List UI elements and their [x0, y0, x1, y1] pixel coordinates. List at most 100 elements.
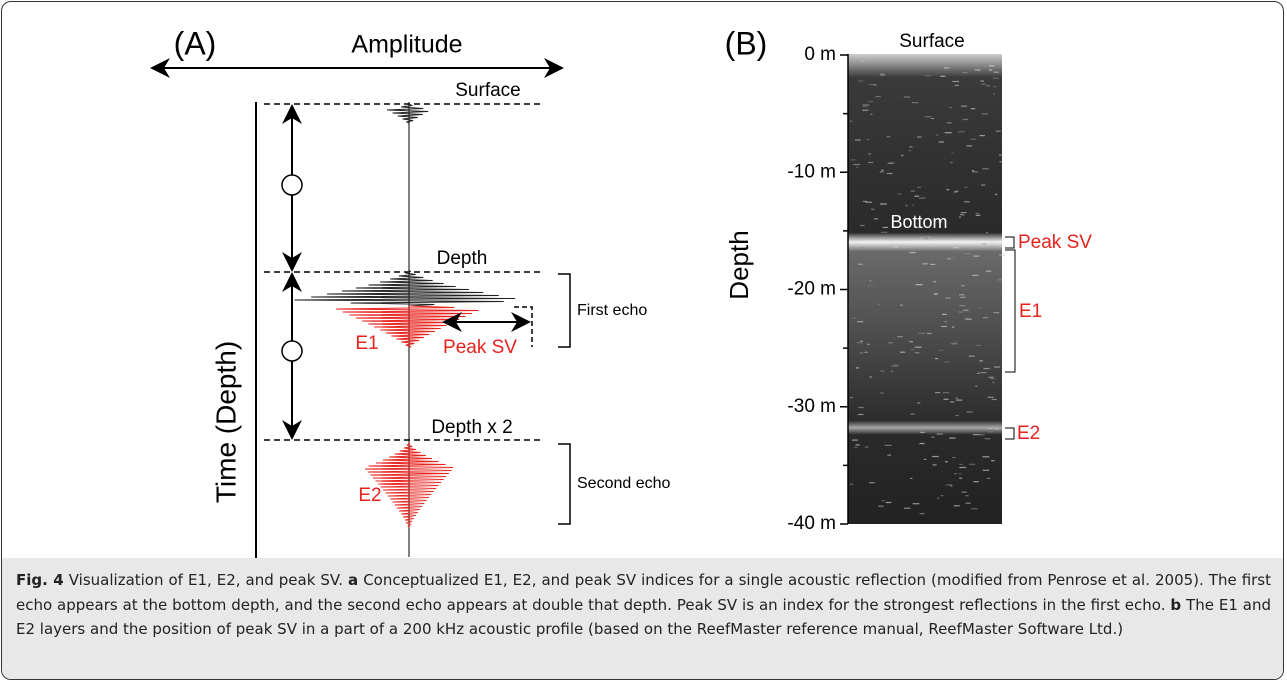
depth-tick-label: -20 m — [787, 279, 836, 300]
speckle — [955, 85, 959, 86]
equal-mark — [282, 341, 302, 361]
speckle — [863, 110, 868, 111]
speckle — [983, 317, 987, 318]
speckle — [931, 437, 934, 438]
speckle — [983, 456, 990, 457]
speckle — [956, 400, 962, 401]
speckle — [898, 193, 902, 194]
depth-tick-label: 0 m — [804, 44, 836, 65]
speckle — [959, 473, 962, 474]
speckle — [910, 252, 916, 253]
speckle — [860, 352, 863, 353]
speckle — [939, 350, 943, 351]
speckle — [999, 155, 1003, 156]
speckle — [980, 80, 984, 81]
speckle — [964, 201, 970, 202]
speckle — [917, 187, 921, 188]
speckle — [858, 407, 864, 408]
speckle — [972, 275, 978, 276]
speckle — [901, 155, 904, 156]
speckle — [954, 247, 959, 248]
speckle — [964, 187, 967, 188]
speckle — [861, 61, 864, 62]
speckle — [926, 116, 931, 117]
speckle — [943, 392, 949, 393]
speckle — [969, 356, 975, 357]
speckle — [976, 213, 980, 214]
speckle — [966, 503, 971, 504]
speckle — [897, 336, 902, 337]
speckle — [874, 218, 878, 219]
speckle — [856, 444, 860, 445]
speckle — [946, 189, 949, 190]
speckle — [998, 279, 1003, 280]
speckle — [904, 508, 911, 509]
speckle — [870, 114, 872, 115]
bracket — [1005, 237, 1014, 248]
speckle — [924, 116, 926, 117]
e1-label: E1 — [355, 333, 378, 354]
speckle — [966, 319, 972, 320]
speckle — [959, 478, 962, 479]
speckle — [973, 481, 978, 482]
speckle — [933, 281, 935, 282]
speckle — [852, 440, 858, 441]
speckle — [954, 342, 958, 343]
speckle — [989, 377, 994, 378]
level-lines — [264, 104, 542, 440]
speckle — [933, 464, 937, 465]
speckle — [915, 352, 920, 353]
speckle — [894, 364, 899, 365]
figure: (A) Amplitude Time (Depth) Surface Depth… — [1, 1, 1284, 680]
speckle — [972, 170, 974, 171]
speckle — [952, 326, 954, 327]
speckle — [863, 201, 867, 202]
speckle — [887, 455, 891, 456]
speckle — [868, 285, 875, 286]
speckle — [959, 464, 962, 465]
speckle — [943, 362, 950, 363]
speckle — [910, 478, 912, 479]
panel-label: (A) — [174, 25, 217, 61]
speckle — [985, 438, 990, 439]
first-echo-label: First echo — [577, 302, 647, 319]
speckle — [881, 170, 884, 171]
speckle — [869, 482, 875, 483]
bottom-label: Bottom — [890, 212, 947, 232]
equal-mark — [282, 175, 302, 195]
speckle — [967, 145, 972, 146]
speckle — [887, 136, 891, 137]
speckle — [988, 431, 993, 432]
speckle — [857, 342, 862, 343]
speckle — [880, 171, 884, 172]
speckle — [910, 414, 915, 415]
speckle — [880, 393, 883, 394]
speckle — [978, 307, 982, 308]
speckle — [873, 84, 877, 85]
speckle — [982, 168, 989, 169]
speckle — [993, 78, 999, 79]
speckle — [858, 80, 863, 81]
speckle — [996, 131, 1001, 132]
second-echo-label: Second echo — [577, 475, 671, 492]
speckle — [993, 312, 999, 313]
speckle — [937, 498, 939, 499]
depth-tick-label: -30 m — [787, 396, 836, 417]
speckle — [946, 484, 953, 485]
depth2-label: Depth x 2 — [431, 417, 512, 438]
speckle — [880, 371, 884, 372]
speckle — [856, 167, 858, 168]
speckle — [853, 164, 860, 165]
part-label: b — [1170, 596, 1181, 614]
speckle — [987, 428, 993, 429]
speckle — [961, 212, 967, 213]
speckle — [914, 196, 919, 197]
speckle — [950, 401, 954, 402]
speckle — [973, 256, 979, 257]
speckle — [860, 341, 863, 342]
speckle — [950, 162, 953, 163]
depth-tick-label: -40 m — [787, 513, 836, 534]
speckle — [969, 464, 975, 465]
speckle — [975, 386, 977, 387]
speckle — [862, 247, 864, 248]
